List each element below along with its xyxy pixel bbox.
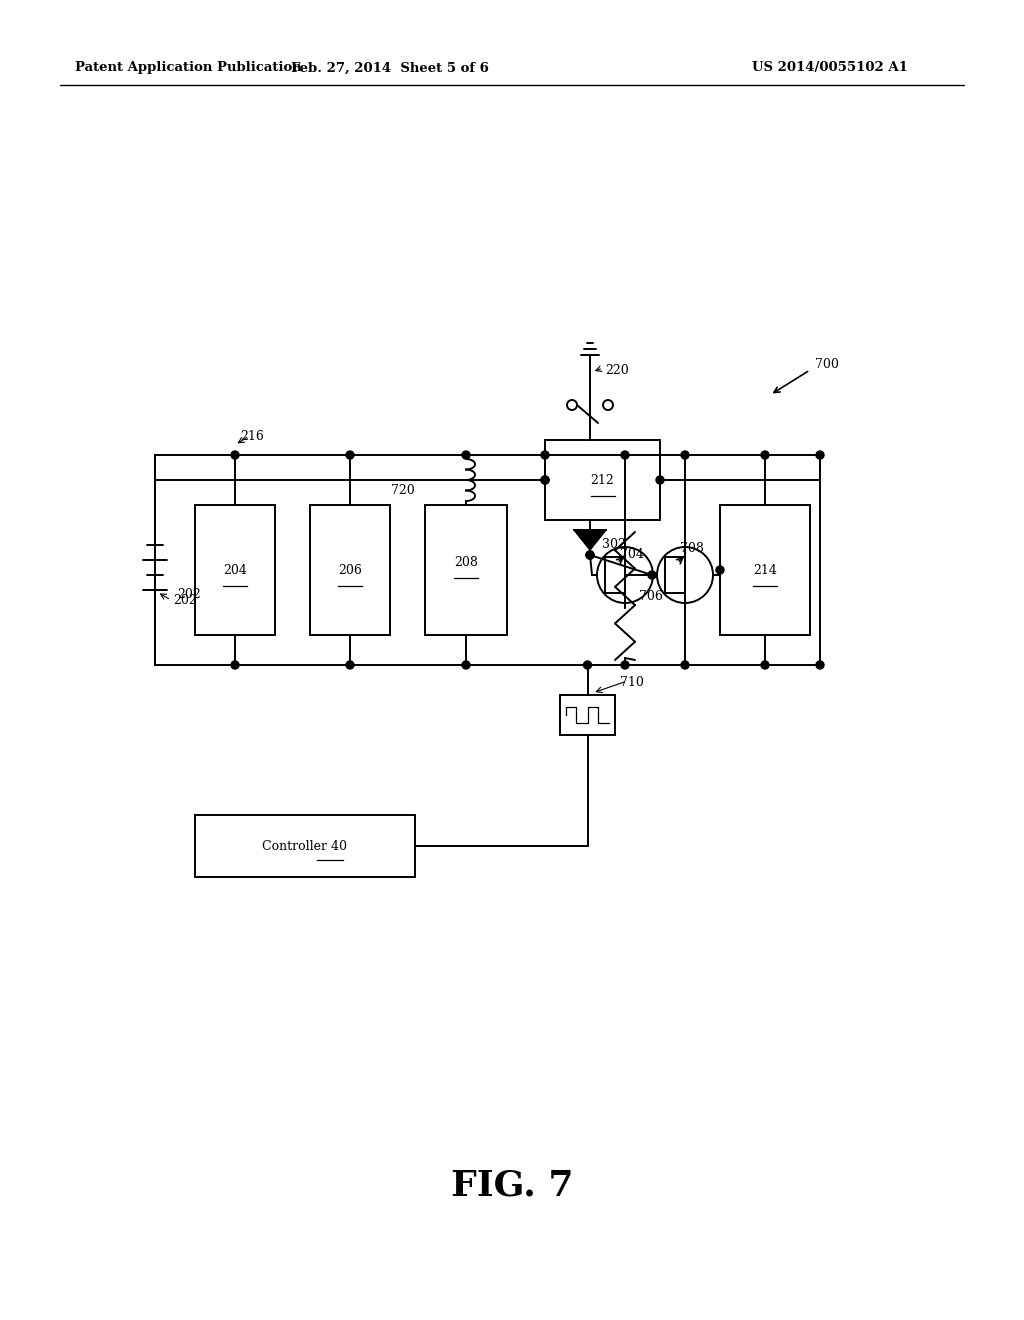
Circle shape xyxy=(584,661,592,669)
Text: 206: 206 xyxy=(338,564,361,577)
Circle shape xyxy=(816,451,824,459)
Text: 204: 204 xyxy=(223,564,247,577)
Circle shape xyxy=(462,661,470,669)
Bar xyxy=(195,506,275,635)
Text: 212: 212 xyxy=(591,474,614,487)
Circle shape xyxy=(716,566,724,574)
Circle shape xyxy=(816,661,824,669)
Bar xyxy=(195,814,415,876)
Text: US 2014/0055102 A1: US 2014/0055102 A1 xyxy=(752,62,908,74)
Circle shape xyxy=(231,451,239,459)
Circle shape xyxy=(586,550,594,558)
Text: 700: 700 xyxy=(815,359,839,371)
Text: 708: 708 xyxy=(680,541,703,554)
Text: 202: 202 xyxy=(177,589,201,602)
Circle shape xyxy=(681,451,689,459)
Bar xyxy=(560,696,615,735)
Circle shape xyxy=(541,477,549,484)
Text: 216: 216 xyxy=(240,430,264,444)
Bar xyxy=(425,506,507,635)
Text: 710: 710 xyxy=(620,676,644,689)
Text: 214: 214 xyxy=(753,564,777,577)
Text: 704: 704 xyxy=(620,549,644,561)
Circle shape xyxy=(586,550,594,558)
Circle shape xyxy=(541,477,549,484)
Bar xyxy=(545,440,660,520)
Circle shape xyxy=(681,661,689,669)
Circle shape xyxy=(656,477,664,484)
Circle shape xyxy=(603,400,613,411)
Text: 220: 220 xyxy=(605,363,629,376)
Text: Feb. 27, 2014  Sheet 5 of 6: Feb. 27, 2014 Sheet 5 of 6 xyxy=(291,62,488,74)
Text: 202: 202 xyxy=(173,594,197,606)
Circle shape xyxy=(761,661,769,669)
Circle shape xyxy=(231,661,239,669)
Text: 302: 302 xyxy=(602,539,626,552)
Polygon shape xyxy=(574,531,606,550)
Text: 720: 720 xyxy=(391,483,415,496)
Circle shape xyxy=(621,661,629,669)
Text: Controller 40: Controller 40 xyxy=(262,840,347,853)
Circle shape xyxy=(346,451,354,459)
Circle shape xyxy=(462,451,470,459)
Bar xyxy=(310,506,390,635)
Circle shape xyxy=(648,572,656,579)
Text: Patent Application Publication: Patent Application Publication xyxy=(75,62,302,74)
Circle shape xyxy=(346,661,354,669)
Text: FIG. 7: FIG. 7 xyxy=(451,1168,573,1203)
Text: 208: 208 xyxy=(454,556,478,569)
Circle shape xyxy=(541,451,549,459)
Bar xyxy=(720,506,810,635)
Text: 706: 706 xyxy=(639,590,663,602)
Circle shape xyxy=(621,451,629,459)
Circle shape xyxy=(567,400,577,411)
Circle shape xyxy=(761,451,769,459)
